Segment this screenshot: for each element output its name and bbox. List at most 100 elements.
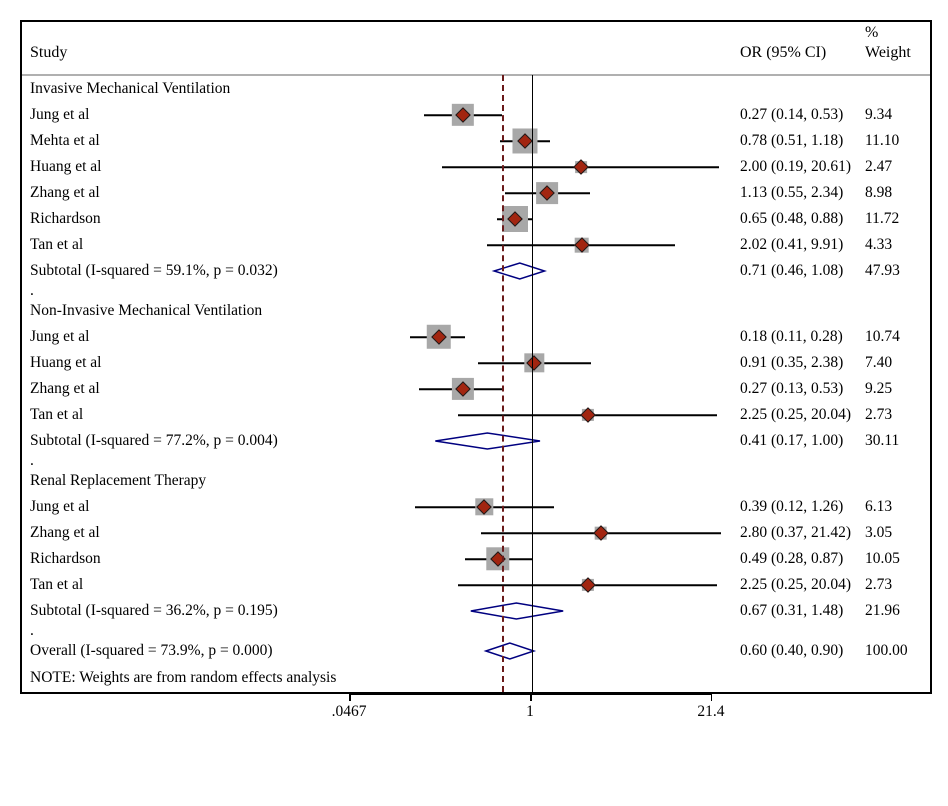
study-row: Jung et al 0.39 (0.12, 1.26)6.13 xyxy=(22,494,930,520)
study-plot-cell xyxy=(340,102,740,128)
header-weight: Weight xyxy=(865,44,925,62)
or-ci-text: 0.27 (0.13, 0.53) xyxy=(740,380,865,398)
weight-text: 9.34 xyxy=(865,106,925,124)
study-plot-cell xyxy=(340,494,740,520)
study-label: Zhang et al xyxy=(22,524,340,542)
study-plot-cell xyxy=(340,402,740,428)
weight-text: 2.73 xyxy=(865,406,925,424)
study-plot-cell xyxy=(340,128,740,154)
study-row: Richardson 0.49 (0.28, 0.87)10.05 xyxy=(22,546,930,572)
weight-text: 3.05 xyxy=(865,524,925,542)
study-label: Jung et al xyxy=(22,498,340,516)
subtotal-row-plot-cell xyxy=(340,598,740,624)
study-label: Zhang et al xyxy=(22,184,340,202)
forest-plot: % Study OR (95% CI) Weight Invasive Mech… xyxy=(20,20,932,694)
or-ci-text: 0.49 (0.28, 0.87) xyxy=(740,550,865,568)
group-title-label: Renal Replacement Therapy xyxy=(22,472,730,490)
or-ci-text: 2.80 (0.37, 21.42) xyxy=(740,524,865,542)
note-row-label: NOTE: Weights are from random effects an… xyxy=(22,669,730,687)
axis-tick-label: 21.4 xyxy=(697,703,724,721)
spacer-dot: . xyxy=(22,284,930,298)
study-label: Jung et al xyxy=(22,106,340,124)
weight-text: 10.05 xyxy=(865,550,925,568)
spacer-dot: . xyxy=(22,624,930,638)
header-weight-top: % xyxy=(865,24,925,42)
note-row: NOTE: Weights are from random effects an… xyxy=(22,664,930,692)
study-row: Jung et al0.18 (0.11, 0.28)10.74 xyxy=(22,324,930,350)
group-title: Non-Invasive Mechanical Ventilation xyxy=(22,298,930,324)
study-label: Mehta et al xyxy=(22,132,340,150)
study-row: Huang et al 0.91 (0.35, 2.38)7.40 xyxy=(22,350,930,376)
or-ci-text: 0.91 (0.35, 2.38) xyxy=(740,354,865,372)
or-ci-text: 2.25 (0.25, 20.04) xyxy=(740,406,865,424)
weight-text: 2.47 xyxy=(865,158,925,176)
study-label: Richardson xyxy=(22,550,340,568)
weight-text: 11.10 xyxy=(865,132,925,150)
study-plot-cell xyxy=(340,546,740,572)
study-row: Zhang et al 2.80 (0.37, 21.42)3.05 xyxy=(22,520,930,546)
study-plot-cell xyxy=(340,324,740,350)
study-plot-cell xyxy=(340,572,740,598)
or-ci-text: 2.02 (0.41, 9.91) xyxy=(740,236,865,254)
subtotal-row-label: Subtotal (I-squared = 36.2%, p = 0.195) xyxy=(22,602,340,620)
study-plot-cell xyxy=(340,520,740,546)
subtotal-row: Subtotal (I-squared = 36.2%, p = 0.195) 0… xyxy=(22,598,930,624)
pooled-diamond-icon xyxy=(435,433,540,449)
subtotal-row-plot-cell xyxy=(340,428,740,454)
study-row: Tan et al 2.25 (0.25, 20.04)2.73 xyxy=(22,402,930,428)
study-row: Mehta et al 0.78 (0.51, 1.18)11.10 xyxy=(22,128,930,154)
or-ci-text: 0.78 (0.51, 1.18) xyxy=(740,132,865,150)
overall-row-or-text: 0.60 (0.40, 0.90) xyxy=(740,642,865,660)
study-label: Richardson xyxy=(22,210,340,228)
subtotal-row-weight-text: 30.11 xyxy=(865,432,925,450)
subtotal-row-or-text: 0.41 (0.17, 1.00) xyxy=(740,432,865,450)
pooled-diamond-icon xyxy=(494,263,544,279)
weight-text: 10.74 xyxy=(865,328,925,346)
subtotal-row-or-text: 0.67 (0.31, 1.48) xyxy=(740,602,865,620)
study-row: Tan et al2.25 (0.25, 20.04)2.73 xyxy=(22,572,930,598)
axis-tick-label: 1 xyxy=(526,703,534,721)
study-label: Huang et al xyxy=(22,158,340,176)
or-ci-text: 0.39 (0.12, 1.26) xyxy=(740,498,865,516)
subtotal-row-weight-text: 21.96 xyxy=(865,602,925,620)
or-ci-text: 0.27 (0.14, 0.53) xyxy=(740,106,865,124)
axis-tick-label: .0467 xyxy=(332,703,367,721)
x-axis: .0467 1 21.4 xyxy=(20,694,928,734)
subtotal-row-weight-text: 47.93 xyxy=(865,262,925,280)
weight-text: 4.33 xyxy=(865,236,925,254)
study-label: Tan et al xyxy=(22,236,340,254)
header-study: Study xyxy=(22,44,340,62)
study-label: Tan et al xyxy=(22,406,340,424)
or-ci-text: 1.13 (0.55, 2.34) xyxy=(740,184,865,202)
or-ci-text: 2.25 (0.25, 20.04) xyxy=(740,576,865,594)
or-ci-text: 0.18 (0.11, 0.28) xyxy=(740,328,865,346)
or-ci-text: 0.65 (0.48, 0.88) xyxy=(740,210,865,228)
subtotal-row-label: Subtotal (I-squared = 77.2%, p = 0.004) xyxy=(22,432,340,450)
group-title: Renal Replacement Therapy xyxy=(22,468,930,494)
weight-text: 6.13 xyxy=(865,498,925,516)
study-label: Huang et al xyxy=(22,354,340,372)
study-plot-cell xyxy=(340,206,740,232)
overall-row-plot-cell xyxy=(340,638,740,664)
study-plot-cell xyxy=(340,232,740,258)
spacer-dot: . xyxy=(22,454,930,468)
study-plot-cell xyxy=(340,154,740,180)
overall-row-label: Overall (I-squared = 73.9%, p = 0.000) xyxy=(22,642,340,660)
axis-tick xyxy=(349,694,351,701)
weight-text: 7.40 xyxy=(865,354,925,372)
pooled-diamond-icon xyxy=(486,643,534,659)
overall-row-weight-text: 100.00 xyxy=(865,642,925,660)
study-row: Richardson0.65 (0.48, 0.88)11.72 xyxy=(22,206,930,232)
study-row: Tan et al 2.02 (0.41, 9.91)4.33 xyxy=(22,232,930,258)
group-title-label: Invasive Mechanical Ventilation xyxy=(22,80,730,98)
subtotal-row: Subtotal (I-squared = 77.2%, p = 0.004) 0… xyxy=(22,428,930,454)
study-row: Zhang et al1.13 (0.55, 2.34)8.98 xyxy=(22,180,930,206)
study-plot-cell xyxy=(340,180,740,206)
weight-text: 9.25 xyxy=(865,380,925,398)
subtotal-row-label: Subtotal (I-squared = 59.1%, p = 0.032) xyxy=(22,262,340,280)
study-label: Zhang et al xyxy=(22,380,340,398)
header-or: OR (95% CI) xyxy=(740,44,865,62)
subtotal-row-or-text: 0.71 (0.46, 1.08) xyxy=(740,262,865,280)
group-title: Invasive Mechanical Ventilation xyxy=(22,76,930,102)
study-plot-cell xyxy=(340,350,740,376)
